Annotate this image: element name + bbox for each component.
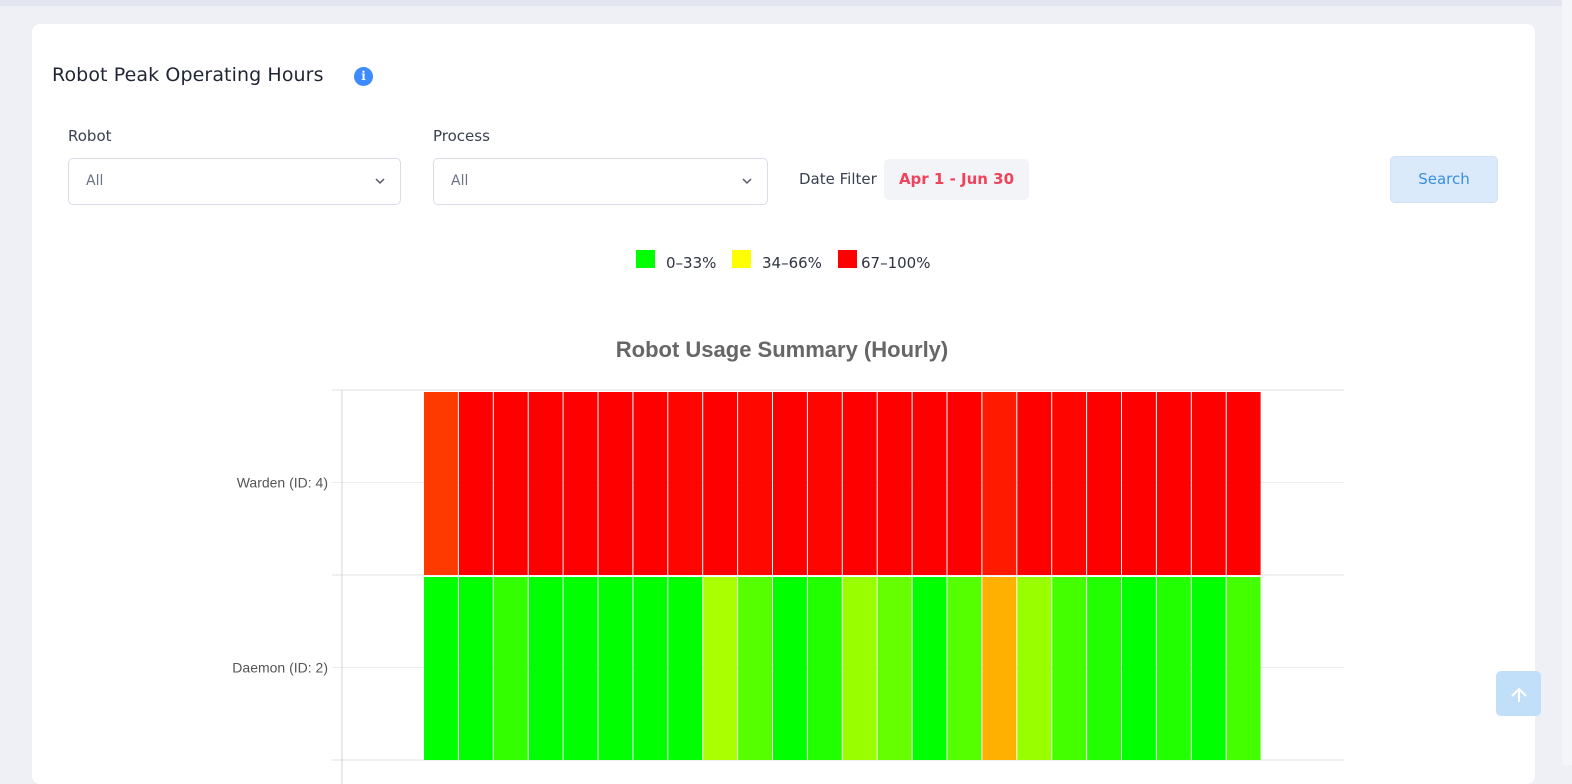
heatmap-cell bbox=[598, 392, 633, 575]
date-range-picker[interactable]: Apr 1 - Jun 30 bbox=[884, 159, 1029, 200]
heatmap-cell bbox=[877, 577, 912, 760]
page-title: Robot Peak Operating Hours bbox=[52, 64, 324, 86]
robot-select-value: All bbox=[86, 173, 104, 189]
info-icon[interactable]: i bbox=[354, 67, 373, 86]
heatmap-cell bbox=[1226, 577, 1261, 760]
chevron-down-icon bbox=[375, 178, 385, 185]
heatmap-cell bbox=[842, 392, 877, 575]
chart-legend: 0–33% 34–66% 67–100% bbox=[636, 250, 956, 272]
heatmap-cell bbox=[1156, 392, 1191, 575]
chart-title: Robot Usage Summary (Hourly) bbox=[615, 337, 949, 362]
heatmap-cell bbox=[458, 392, 493, 575]
heatmap-cell bbox=[738, 577, 772, 760]
heatmap-cell bbox=[773, 577, 807, 760]
search-button[interactable]: Search bbox=[1390, 156, 1498, 203]
heatmap-cell bbox=[1122, 577, 1156, 760]
robot-filter-label: Robot bbox=[68, 127, 112, 145]
heatmap-cell bbox=[1122, 392, 1156, 575]
heatmap-cell bbox=[912, 392, 947, 575]
heatmap-cell bbox=[807, 392, 842, 575]
heatmap-cell bbox=[598, 577, 633, 760]
robot-select[interactable]: All bbox=[68, 158, 401, 205]
legend-swatch-low bbox=[636, 250, 655, 268]
heatmap-cell bbox=[947, 577, 982, 760]
heatmap-cell bbox=[528, 392, 563, 575]
heatmap-cell bbox=[1087, 577, 1121, 760]
heatmap-cell bbox=[493, 577, 528, 760]
process-filter-label: Process bbox=[433, 127, 490, 145]
heatmap-cell bbox=[947, 392, 982, 575]
scrollbar-track[interactable] bbox=[1562, 0, 1572, 765]
heatmap-cell bbox=[982, 392, 1017, 575]
heatmap-cell bbox=[633, 577, 668, 760]
heatmap-cell bbox=[773, 392, 807, 575]
heatmap-cell bbox=[1052, 392, 1087, 575]
heatmap-cell bbox=[563, 577, 598, 760]
heatmap-cell bbox=[703, 577, 738, 760]
heatmap-cell bbox=[703, 392, 738, 575]
arrow-up-icon bbox=[1511, 687, 1527, 702]
heatmap-cell bbox=[912, 577, 947, 760]
heatmap-cell bbox=[807, 577, 842, 760]
heatmap-cell bbox=[877, 392, 912, 575]
heatmap-cell bbox=[1191, 392, 1226, 575]
heatmap-cell bbox=[1191, 577, 1226, 760]
heatmap-cell bbox=[424, 392, 458, 575]
heatmap-cell bbox=[1087, 392, 1121, 575]
top-strip bbox=[0, 0, 1572, 6]
legend-swatch-mid bbox=[732, 250, 751, 268]
process-select[interactable]: All bbox=[433, 158, 768, 205]
legend-label-low: 0–33% bbox=[666, 254, 717, 272]
heatmap-cell bbox=[738, 392, 772, 575]
heatmap-cell bbox=[563, 392, 598, 575]
chevron-down-icon bbox=[742, 178, 752, 185]
heatmap-cell bbox=[1156, 577, 1191, 760]
heatmap-cell bbox=[633, 392, 668, 575]
heatmap-chart: Warden (ID: 4) Daemon (ID: 2) bbox=[232, 389, 1344, 784]
legend-label-high: 67–100% bbox=[861, 254, 931, 272]
heatmap-cell bbox=[1226, 392, 1261, 575]
heatmap-cell bbox=[668, 577, 703, 760]
heatmap-cell bbox=[458, 577, 493, 760]
heatmap-cell bbox=[1052, 577, 1087, 760]
peak-hours-card: Robot Peak Operating Hours i Robot All P… bbox=[32, 24, 1535, 784]
heatmap-cell bbox=[1017, 392, 1052, 575]
heatmap-cell bbox=[842, 577, 877, 760]
process-select-value: All bbox=[451, 173, 469, 189]
y-tick-label: Warden (ID: 4) bbox=[237, 475, 328, 491]
heatmap-cell bbox=[1017, 577, 1052, 760]
heatmap-cell bbox=[528, 577, 563, 760]
legend-label-mid: 34–66% bbox=[762, 254, 822, 272]
y-tick-label: Daemon (ID: 2) bbox=[232, 660, 328, 676]
heatmap-cell bbox=[493, 392, 528, 575]
heatmap-cell bbox=[668, 392, 703, 575]
date-filter-label: Date Filter bbox=[799, 170, 877, 188]
scroll-to-top-button[interactable] bbox=[1496, 671, 1541, 716]
legend-swatch-high bbox=[838, 250, 857, 268]
heatmap-cell bbox=[982, 577, 1017, 760]
heatmap-cell bbox=[424, 577, 458, 760]
